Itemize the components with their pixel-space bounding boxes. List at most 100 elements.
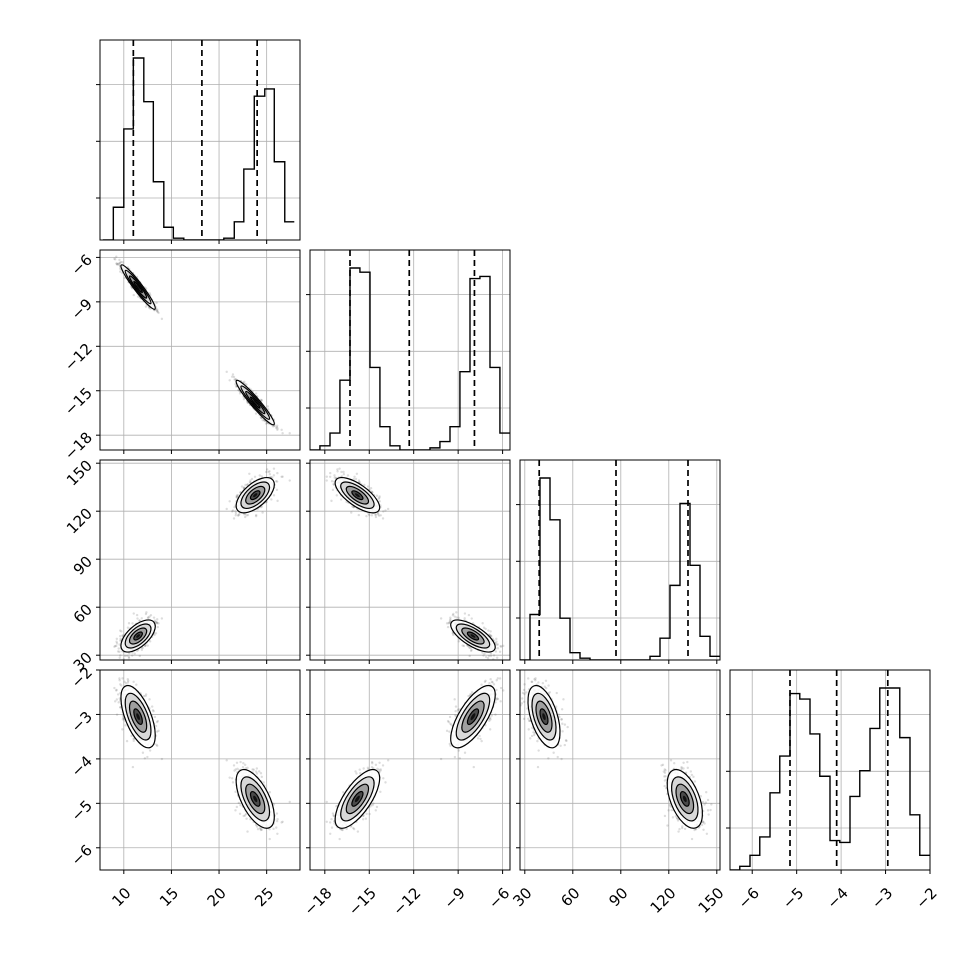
sample-point [241, 765, 245, 769]
sample-point [142, 694, 146, 698]
sample-point [374, 513, 377, 517]
sample-point [374, 513, 377, 516]
sample-point [113, 645, 116, 648]
sample-point [118, 677, 121, 680]
sample-point [154, 632, 158, 635]
sample-point [258, 770, 261, 773]
sample-point [115, 689, 118, 692]
sample-point [246, 483, 249, 486]
y-tick-label-p2: 120 [63, 504, 96, 537]
sample-point [151, 709, 155, 712]
sample-point [140, 648, 144, 652]
sample-point [118, 679, 121, 682]
sample-point [234, 512, 238, 515]
sample-point [148, 615, 151, 618]
sample-point [336, 468, 339, 471]
sample-point [118, 258, 121, 262]
sample-point [233, 378, 236, 381]
sample-point [131, 654, 134, 657]
panel-border [99, 39, 301, 241]
sample-point [141, 751, 145, 754]
sample-point [235, 805, 239, 809]
sample-point [259, 398, 263, 401]
sample-point [119, 639, 122, 642]
sample-point [117, 263, 120, 266]
sample-point [119, 629, 122, 632]
sample-point [157, 729, 160, 733]
sample-point [117, 647, 120, 650]
sample-point [119, 634, 122, 638]
sample-point [234, 514, 237, 517]
sample-point [280, 428, 283, 432]
sample-point [238, 812, 242, 815]
sample-point [492, 654, 496, 657]
sample-point [115, 642, 119, 645]
sample-point [268, 828, 271, 831]
sample-point [145, 611, 148, 614]
panel-p1-p1 [306, 249, 511, 454]
sample-point [375, 494, 379, 497]
sample-point [121, 718, 125, 721]
sample-point [330, 479, 334, 483]
sample-point [115, 698, 119, 701]
sample-point [254, 514, 258, 518]
sample-point [357, 513, 361, 517]
sample-point [157, 622, 160, 625]
sample-point [140, 617, 143, 620]
sample-point [255, 767, 259, 770]
sample-point [281, 820, 284, 823]
sample-point [268, 791, 272, 794]
contour-2-5 [354, 493, 360, 498]
sample-point [115, 263, 119, 266]
histogram-p2 [520, 477, 720, 660]
sample-point [115, 637, 119, 641]
sample-point [121, 728, 124, 731]
contour-2-5 [253, 400, 258, 406]
sample-point [115, 262, 119, 265]
sample-point [243, 763, 247, 767]
panel-border [519, 459, 721, 661]
sample-point [502, 644, 505, 648]
sample-point [242, 397, 246, 401]
panel-content [310, 460, 510, 660]
sample-point [487, 654, 491, 658]
sample-point [272, 425, 275, 428]
sample-point [325, 479, 328, 482]
y-tick-label-p2: 90 [70, 552, 96, 578]
sample-point [240, 485, 244, 488]
sample-point [126, 678, 130, 681]
sample-point [333, 474, 336, 477]
sample-point [131, 765, 135, 769]
sample-point [281, 432, 284, 435]
sample-point [354, 477, 358, 481]
sample-point [449, 616, 452, 619]
sample-point [248, 480, 252, 484]
sample-point [120, 630, 123, 633]
y-tick-label-p1: −18 [61, 428, 96, 463]
sample-point [275, 479, 278, 483]
sample-point [451, 614, 455, 617]
sample-point [239, 804, 242, 807]
sample-point [236, 493, 239, 497]
sample-point [265, 468, 269, 471]
sample-point [141, 646, 144, 650]
sample-point [340, 470, 343, 474]
sample-point [237, 801, 240, 805]
sample-point [484, 655, 488, 659]
sample-point [265, 470, 268, 474]
sample-point [156, 625, 160, 629]
sample-point [128, 652, 131, 655]
sample-point [483, 652, 486, 655]
sample-point [127, 656, 131, 660]
sample-point [124, 654, 127, 658]
sample-point [495, 637, 498, 641]
sample-point [259, 772, 263, 775]
sample-point [268, 470, 271, 473]
sample-point [331, 488, 335, 492]
sample-point [252, 768, 255, 771]
sample-point [468, 646, 471, 649]
y-tick-label-p1: −15 [61, 384, 96, 419]
sample-point [144, 693, 148, 696]
sample-point [276, 471, 279, 475]
